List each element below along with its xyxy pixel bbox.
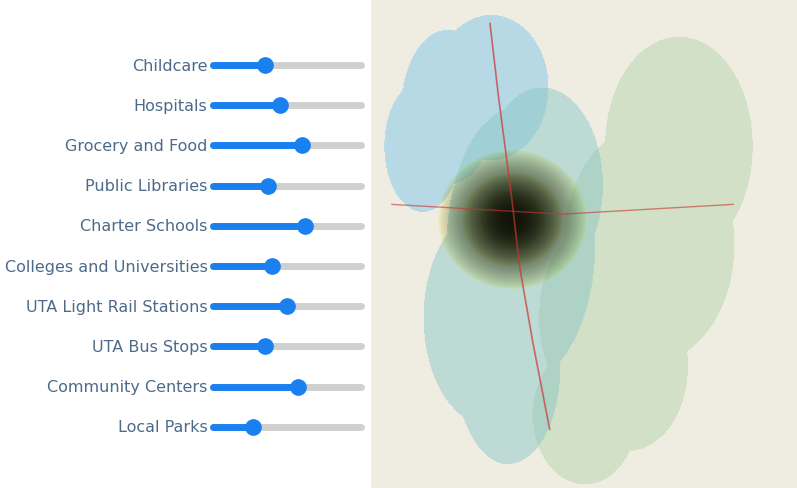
- Text: Colleges and Universities: Colleges and Universities: [5, 259, 207, 274]
- Text: Local Parks: Local Parks: [118, 420, 207, 434]
- Text: Childcare: Childcare: [132, 59, 207, 73]
- Text: Grocery and Food: Grocery and Food: [65, 139, 207, 154]
- Text: Charter Schools: Charter Schools: [80, 219, 207, 234]
- Text: Public Libraries: Public Libraries: [85, 179, 207, 194]
- Text: UTA Light Rail Stations: UTA Light Rail Stations: [26, 299, 207, 314]
- Text: Community Centers: Community Centers: [47, 379, 207, 394]
- Text: UTA Bus Stops: UTA Bus Stops: [92, 339, 207, 354]
- Text: Hospitals: Hospitals: [134, 99, 207, 114]
